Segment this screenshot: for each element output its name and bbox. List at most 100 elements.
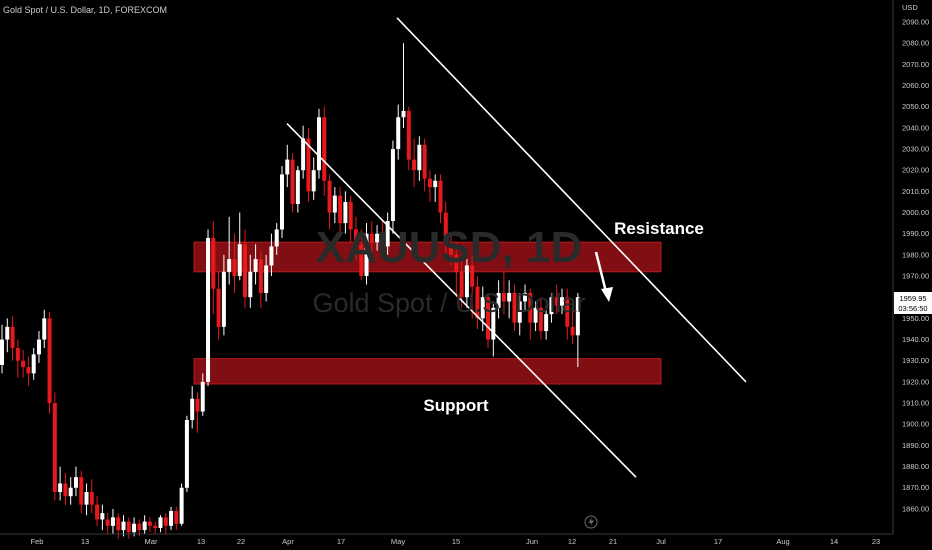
candle-body	[390, 149, 395, 221]
candle	[15, 339, 20, 378]
countdown: 03:56:50	[898, 304, 927, 313]
candle-body	[290, 159, 295, 205]
candle	[142, 515, 147, 535]
candle	[274, 223, 279, 255]
candle-body	[385, 220, 390, 247]
candle	[237, 212, 242, 281]
last-price: 1959.95	[899, 294, 926, 303]
price-axis[interactable]: USD 1860.00 1870.00 1880.00 1890.00 1900.00 1…	[892, 0, 929, 534]
candle-body	[58, 483, 63, 492]
candle-body	[121, 521, 126, 531]
price-tick-label: 2050.00	[902, 102, 929, 111]
price-tick-label: 1950.00	[902, 314, 929, 323]
candle-body	[353, 229, 358, 245]
candle-body	[454, 254, 459, 272]
price-tick-label: 1980.00	[902, 250, 929, 259]
price-tick-label: 1900.00	[902, 420, 929, 429]
candle	[179, 483, 184, 526]
candle-body	[295, 170, 300, 205]
candle	[232, 233, 237, 293]
price-tick-label: 2020.00	[902, 166, 929, 175]
candle-body	[470, 265, 475, 287]
candle-body	[47, 318, 52, 404]
candle	[227, 216, 232, 285]
candle-body	[211, 237, 216, 289]
candle-body	[375, 233, 380, 243]
candle-body	[110, 517, 115, 526]
candle	[459, 254, 464, 308]
candle	[449, 233, 454, 266]
price-tick-label: 1880.00	[902, 462, 929, 471]
candle	[501, 271, 506, 315]
candle	[316, 108, 321, 179]
candle-body	[227, 259, 232, 272]
price-tick-label: 1860.00	[902, 504, 929, 513]
annotations-layer: Resistance Support	[423, 219, 704, 529]
time-tick-label: 14	[830, 537, 838, 546]
candle-body	[79, 477, 84, 505]
candle	[253, 244, 258, 285]
candle	[570, 309, 575, 344]
candle-body	[332, 195, 337, 213]
time-tick-label: 23	[872, 537, 880, 546]
candle-body	[512, 292, 517, 323]
candle	[470, 254, 475, 319]
candle-body	[475, 286, 480, 319]
candle-body	[195, 398, 200, 412]
candle-body	[417, 144, 422, 171]
candle	[47, 312, 52, 414]
channel-lines-layer	[286, 17, 747, 478]
candle	[353, 216, 358, 260]
candle-body	[26, 367, 31, 374]
candle	[0, 324, 4, 374]
candle-body	[443, 212, 448, 245]
candle	[496, 280, 501, 319]
candle-body	[279, 174, 284, 230]
candle	[68, 477, 73, 505]
candle	[89, 479, 94, 514]
candle-body	[343, 201, 348, 224]
candle	[243, 229, 248, 308]
candle	[464, 259, 469, 308]
candle-body	[464, 265, 469, 298]
candle-body	[433, 180, 438, 188]
candle	[544, 305, 549, 340]
candle	[512, 284, 517, 332]
lightning-icon[interactable]	[584, 515, 598, 529]
candle-body	[507, 292, 512, 302]
candle-body	[84, 491, 89, 505]
symbol-title[interactable]: Gold Spot / U.S. Dollar, 1D, FOREXCOM	[3, 5, 168, 15]
price-tick-label: 2040.00	[902, 123, 929, 132]
candle	[438, 174, 443, 224]
candle-body	[174, 511, 179, 524]
candle	[200, 373, 205, 416]
price-tick-label: 1870.00	[902, 483, 929, 492]
candle	[486, 292, 491, 349]
candle-body	[68, 487, 73, 497]
watermark-ticker: XAUUSD, 1D	[316, 223, 583, 272]
candle	[269, 233, 274, 277]
candle-body	[523, 292, 528, 302]
price-tick-label: 1990.00	[902, 229, 929, 238]
price-tick-label: 2060.00	[902, 81, 929, 90]
time-axis[interactable]: Feb 13 Mar 13 22 Apr 17 May 15 Jun 12 21 Jul 17 Aug 14 2…	[0, 533, 893, 546]
time-tick-label: Jul	[656, 537, 666, 546]
watermark-name: Gold Spot / U.S. Dollar	[312, 288, 585, 318]
candle-body	[285, 159, 290, 175]
candle-body	[544, 314, 549, 332]
candle	[174, 506, 179, 531]
price-tick-label: 1920.00	[902, 377, 929, 386]
candle-body	[449, 244, 454, 255]
candle-body	[406, 110, 411, 160]
candle	[475, 276, 480, 329]
price-tick-label: 1970.00	[902, 272, 929, 281]
candle	[26, 356, 31, 387]
candle-body	[147, 521, 152, 526]
candle-body	[575, 297, 580, 336]
candle	[295, 165, 300, 213]
candle-body	[306, 138, 311, 192]
candle	[221, 254, 226, 336]
candle-body	[554, 297, 559, 306]
time-tick-label: May	[391, 537, 405, 546]
